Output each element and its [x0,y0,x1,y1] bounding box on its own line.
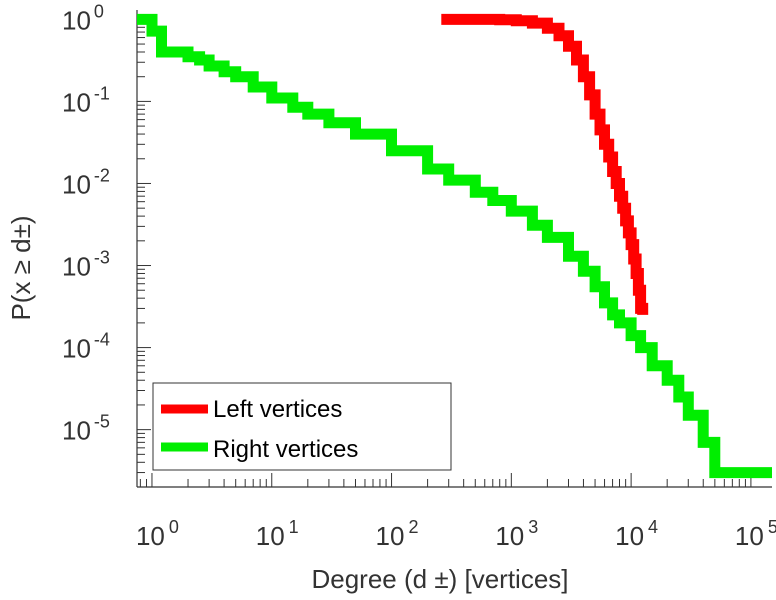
tick-labels: 10 0 10 -1 10 -2 10 -3 10 -4 10 -5 10 0 10 1 10 2 10 3 10 4 10… [62,1,776,551]
series-left-vertices [441,13,649,315]
y-tick-label: 10 -2 [62,165,110,199]
y-tick-label: 10 -3 [62,248,110,282]
y-axis-label: P(x ≥ d±) [6,215,36,320]
x-axis-label: Degree (d ±) [vertices] [311,564,568,594]
y-tick-label: 10 0 [62,1,104,35]
x-tick-label: 10 2 [376,517,419,551]
x-tick-label: 10 1 [256,517,299,551]
y-tick-label: 10 -5 [62,412,110,446]
y-tick-label: 10 -1 [62,83,110,117]
legend-label-right: Right vertices [213,436,358,463]
y-tick-label: 10 -4 [62,330,110,364]
x-tick-label: 10 0 [136,517,179,551]
legend: Left vertices Right vertices [152,382,452,471]
x-tick-label: 10 5 [735,517,776,551]
axes [136,10,772,488]
series-layer [137,13,772,479]
series-right-vertices [137,13,772,479]
legend-label-left: Left vertices [213,396,342,423]
x-tick-label: 10 3 [495,517,538,551]
legend-box [152,382,452,471]
x-tick-label: 10 4 [615,517,658,551]
